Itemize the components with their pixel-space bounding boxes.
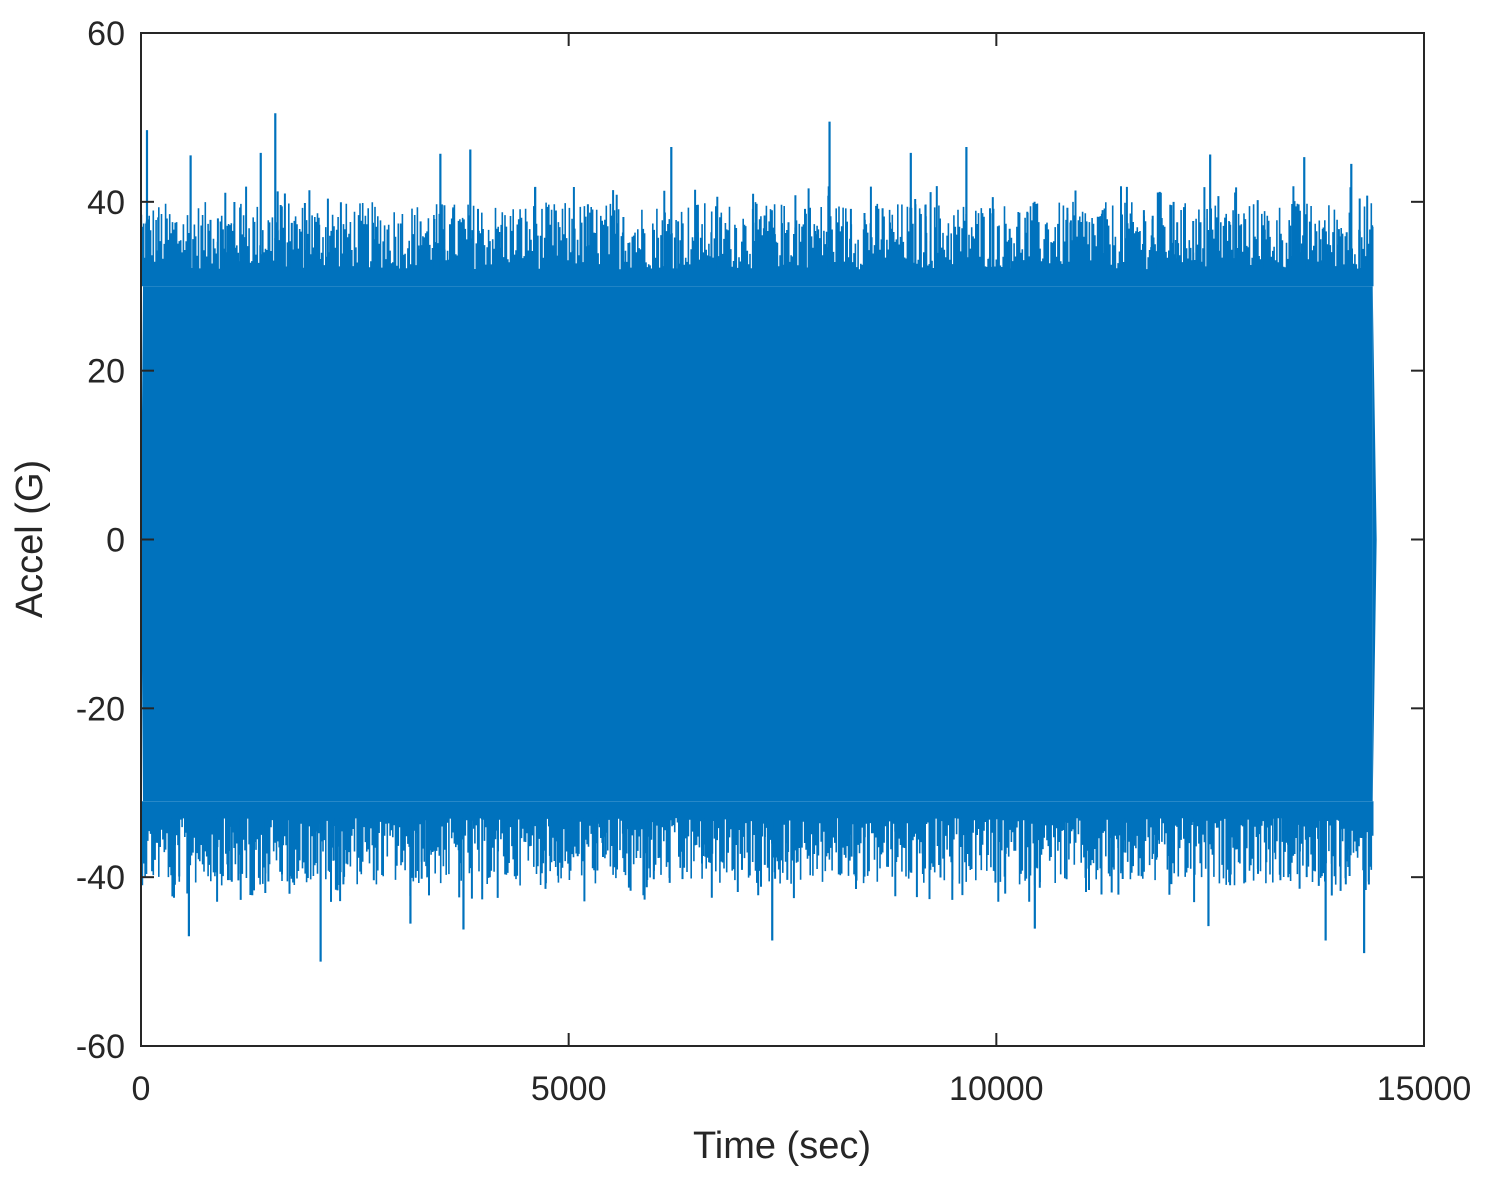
y-tick-label: -20 xyxy=(76,690,125,728)
series-spikes xyxy=(141,186,1374,903)
y-tick-label: -40 xyxy=(76,859,125,897)
tick-labels-layer: 0 5000 10000 15000 -60 -40 -20 0 20 40 60 xyxy=(76,15,1471,1108)
ticks-layer xyxy=(140,32,1425,1047)
series-lower-edge xyxy=(141,801,1374,886)
y-axis-label: Accel (G) xyxy=(9,460,51,618)
series-layer xyxy=(141,113,1377,962)
series-body xyxy=(143,286,1373,802)
x-tick-label: 0 xyxy=(132,1070,151,1108)
x-tick-label: 15000 xyxy=(1377,1070,1472,1108)
y-tick-label: 60 xyxy=(87,15,125,53)
x-tick-label: 10000 xyxy=(949,1070,1044,1108)
y-tick-label: 20 xyxy=(87,353,125,391)
y-tick-label: 40 xyxy=(87,184,125,222)
x-axis-label: Time (sec) xyxy=(693,1125,871,1167)
x-tick-label: 5000 xyxy=(531,1070,607,1108)
y-tick-label: 0 xyxy=(106,522,125,560)
y-tick-label: -60 xyxy=(76,1028,125,1066)
